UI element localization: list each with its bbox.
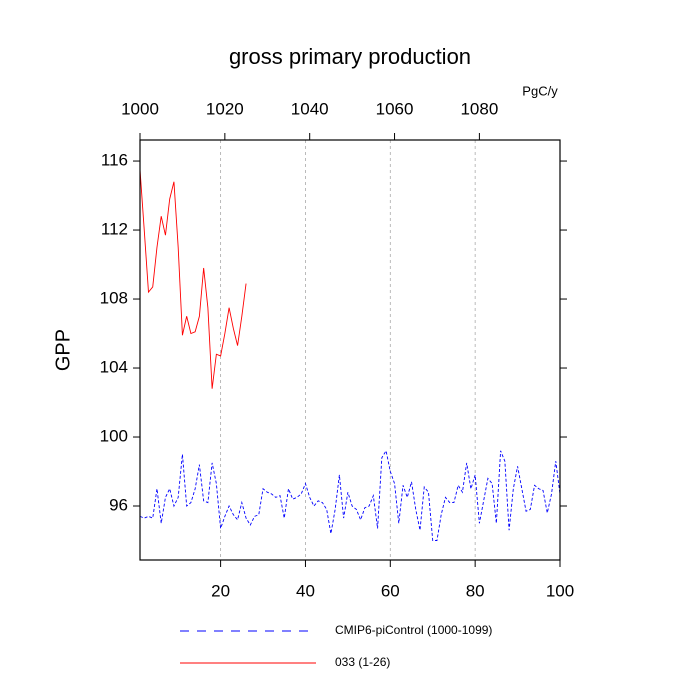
legend-label: 033 (1-26) [335,655,390,669]
y-tick-label: 100 [100,427,128,446]
grid [220,140,476,560]
series-line [139,169,247,389]
y-axis-label: GPP [52,329,74,371]
plot-frame [139,139,561,561]
x-tick-label: 20 [211,581,230,600]
units-label: PgC/y [522,83,558,98]
chart-title: gross primary production [229,44,471,69]
x-tick-label: 60 [381,581,400,600]
y-tick-label: 116 [101,151,128,170]
x-tick-label: 80 [466,581,485,600]
x2-tick-label: 1000 [121,99,159,118]
legend-label: CMIP6-piControl (1000-1099) [335,623,492,637]
x-tick-label: 100 [546,581,574,600]
series-line [139,449,561,541]
y-tick-label: 112 [101,220,128,239]
lines [139,169,561,541]
x2-tick-label: 1060 [376,99,414,118]
y-tick-label: 108 [100,289,128,308]
x2-tick-label: 1020 [206,99,244,118]
x2-tick-label: 1080 [460,99,498,118]
y-tick-label: 96 [109,495,128,514]
y-tick-label: 104 [100,358,128,377]
x-tick-label: 40 [296,581,315,600]
x2-tick-label: 1040 [291,99,329,118]
